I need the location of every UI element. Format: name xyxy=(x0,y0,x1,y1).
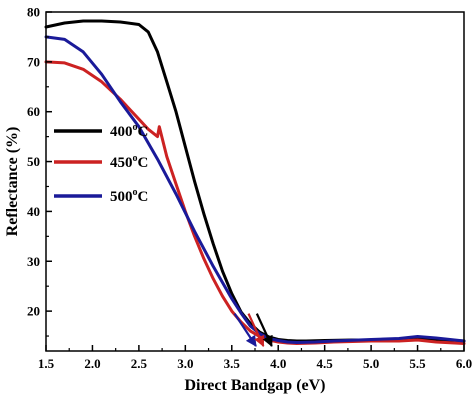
series-line-3 xyxy=(44,35,466,344)
y-axis-title: Reflectance (%) xyxy=(4,127,21,237)
axes: 1.5 2.0 2.5 3.0 3.5 4.0 4.5 5.0 5.5 6.0 20 30 40 50 60… xyxy=(27,5,472,372)
x-tick-label: 2.5 xyxy=(131,356,148,371)
plot-area xyxy=(44,19,466,348)
bandgap-arrow-3 xyxy=(255,313,273,348)
legend-label-3: 500oC xyxy=(110,187,148,205)
x-tick-label: 5.0 xyxy=(363,356,379,371)
x-tick-label: 5.5 xyxy=(409,356,426,371)
x-tick-label: 3.0 xyxy=(177,356,193,371)
y-tick-label: 40 xyxy=(27,204,40,219)
legend-label-2: 450oC xyxy=(110,153,148,171)
x-tick-label: 4.5 xyxy=(317,356,334,371)
x-tick-label: 3.5 xyxy=(224,356,241,371)
legend-label-1: 400oC xyxy=(110,122,148,140)
bandgap-arrow-2 xyxy=(247,313,265,348)
y-tick-label: 20 xyxy=(27,304,40,319)
y-tick-label: 60 xyxy=(27,104,40,119)
x-tick-label: 1.5 xyxy=(38,356,55,371)
x-tick-label: 2.0 xyxy=(84,356,100,371)
series-line-2 xyxy=(44,60,466,345)
x-tick-label: 4.0 xyxy=(270,356,286,371)
y-tick-label: 30 xyxy=(27,254,40,269)
legend: 400oC 450oC 500oC xyxy=(54,122,148,205)
series-line-1 xyxy=(44,19,466,343)
x-tick-label: 6.0 xyxy=(456,356,472,371)
bandgap-arrow-1 xyxy=(233,313,257,347)
y-tick-label: 50 xyxy=(27,154,40,169)
x-axis-title: Direct Bandgap (eV) xyxy=(184,377,325,394)
plot-frame xyxy=(45,11,465,352)
y-tick-label: 80 xyxy=(27,5,40,20)
y-tick-label: 70 xyxy=(27,54,40,69)
